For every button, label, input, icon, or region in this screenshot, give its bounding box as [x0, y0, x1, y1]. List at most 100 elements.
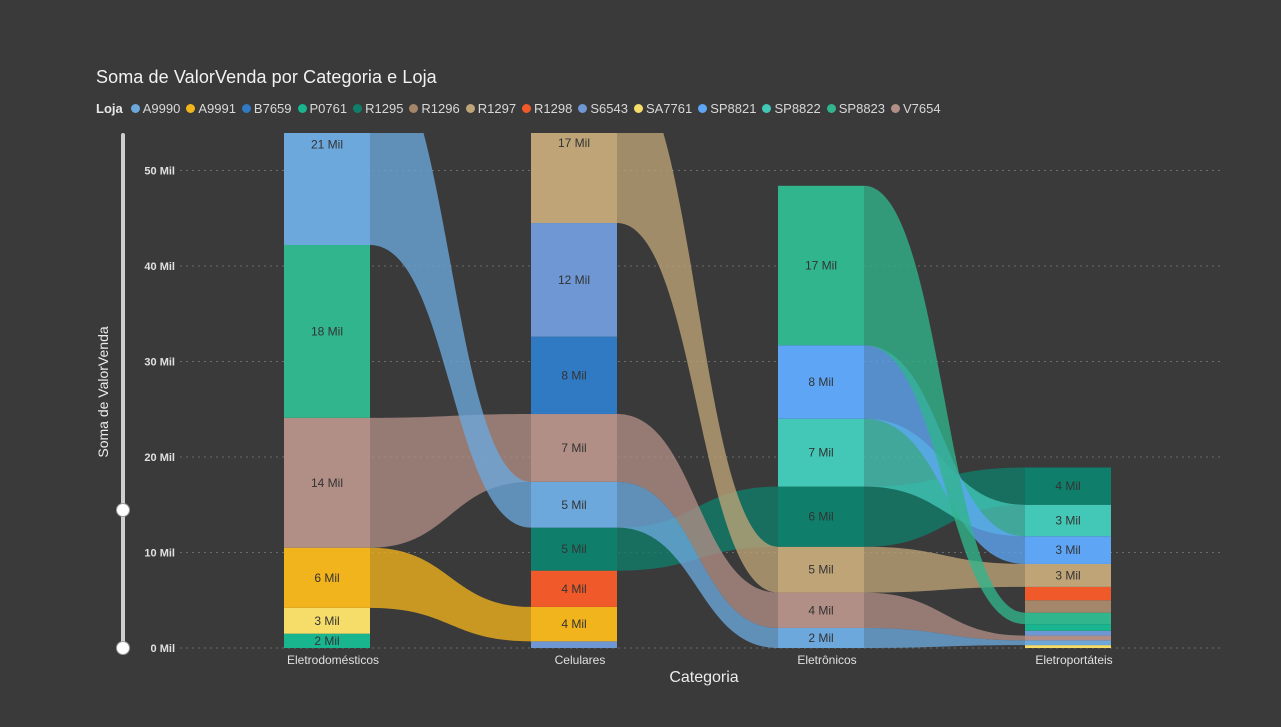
bar-segment-a9991	[531, 606, 617, 642]
legend-label: B7659	[253, 101, 292, 116]
legend-item-a9990[interactable]: A9990	[130, 101, 180, 116]
legend-dot	[130, 104, 140, 113]
legend-dot	[762, 104, 772, 113]
bar-segment-r1295	[531, 527, 617, 571]
legend-item-r1298[interactable]: R1298	[522, 101, 572, 116]
plot-area: 2 Mil 3 Mil 6 Mil 14 Mil 18 Mil 21 Mil 4 Mil 4 …	[284, 133, 1111, 648]
legend-dot	[186, 104, 196, 113]
bar-segment-r1297	[531, 133, 617, 224]
bar-segment-r1298	[531, 570, 617, 607]
legend-dot	[353, 104, 363, 113]
legend-item-r1295[interactable]: R1295	[353, 101, 403, 116]
y-tick-label: 10 Mil	[144, 548, 175, 560]
bar-segment-r1295	[1025, 467, 1111, 505]
data-label: 3 Mil	[314, 614, 339, 628]
legend-item-b7659[interactable]: B7659	[241, 101, 292, 116]
legend-items: A9990 A9991 B7659 P0761 R1295 R1296 R1297 R1298…	[130, 101, 947, 116]
bar-segment-sp8821	[1025, 536, 1111, 564]
y-zoom-slider[interactable]	[121, 133, 125, 649]
bar-segment-s6543	[531, 641, 617, 648]
data-label: 17 Mil	[805, 259, 837, 273]
bar-segment-sp8821	[778, 345, 864, 419]
legend-dot	[465, 104, 475, 113]
bar-segment-sp8823	[1025, 612, 1111, 625]
legend-label: SP8821	[710, 101, 757, 116]
ribbon-sp8823	[864, 185, 1025, 625]
legend-dot	[409, 104, 419, 113]
x-tick-label: Celulares	[555, 653, 606, 667]
ribbon-r1297	[617, 133, 778, 593]
data-label: 5 Mil	[561, 498, 586, 512]
legend-item-r1297[interactable]: R1297	[465, 101, 517, 116]
legend-label: A9991	[198, 101, 236, 116]
data-label: 3 Mil	[1055, 514, 1080, 528]
legend-item-sp8821[interactable]: SP8821	[698, 101, 756, 116]
y-zoom-slider-handle-top[interactable]	[116, 503, 130, 517]
x-tick-label: Eletrônicos	[797, 653, 856, 667]
y-axis-label: Soma de ValorVenda	[95, 326, 111, 457]
bar-segment-p0761	[284, 633, 370, 648]
data-label: 7 Mil	[808, 446, 833, 460]
y-zoom-slider-handle-bottom[interactable]	[116, 641, 130, 655]
legend-item-p0761[interactable]: P0761	[297, 101, 348, 116]
legend-title: Loja	[96, 101, 123, 116]
data-label: 21 Mil	[311, 138, 343, 152]
data-label: 3 Mil	[1055, 543, 1080, 557]
legend-label: SP8822	[774, 101, 821, 116]
data-label: 2 Mil	[808, 631, 833, 645]
bar-segment-b7659	[531, 336, 617, 415]
data-label: 5 Mil	[561, 542, 586, 556]
legend-label: SP8823	[838, 101, 886, 116]
bar-segment-sa7761	[284, 607, 370, 634]
ribbon-v7654	[864, 592, 1025, 641]
legend-label: R1297	[477, 101, 517, 116]
data-label: 4 Mil	[808, 603, 833, 617]
legend-dot	[522, 104, 532, 113]
legend-item-a9991[interactable]: A9991	[186, 101, 236, 116]
ribbons	[370, 133, 1025, 648]
chart-title: Soma de ValorVenda por Categoria e Loja	[96, 67, 437, 87]
legend-item-v7654[interactable]: V7654	[891, 101, 941, 116]
legend-item-sa7761[interactable]: SA7761	[633, 101, 692, 116]
data-label: 17 Mil	[558, 136, 590, 150]
bar-segment-r1297	[1025, 563, 1111, 587]
legend-dot	[891, 104, 901, 113]
bar-segment-a9990	[778, 627, 864, 648]
data-label: 4 Mil	[561, 617, 586, 631]
bar-segment-v7654	[778, 592, 864, 628]
data-label: 6 Mil	[314, 571, 339, 585]
legend-label: V7654	[903, 101, 941, 116]
legend-label: R1296	[421, 101, 460, 116]
y-axis: 0 Mil 10 Mil 20 Mil 30 Mil 40 Mil 50 Mil	[144, 166, 175, 656]
data-label: 4 Mil	[1055, 479, 1080, 493]
y-tick-label: 0 Mil	[151, 643, 175, 655]
bar-segment-r1297	[778, 546, 864, 593]
data-label: 8 Mil	[808, 375, 833, 389]
legend-item-s6543[interactable]: S6543	[578, 101, 628, 116]
legend-item-r1296[interactable]: R1296	[409, 101, 460, 116]
bar-segment-sa7761	[1025, 645, 1111, 648]
ribbon-a9990	[370, 133, 531, 528]
ribbon-a9991	[370, 547, 531, 642]
bar-segment-a9991	[284, 547, 370, 608]
data-label: 12 Mil	[558, 273, 590, 287]
data-label: 8 Mil	[561, 368, 586, 382]
data-label: 2 Mil	[314, 634, 339, 648]
bar-segment-a9990	[1025, 640, 1111, 646]
data-label: 14 Mil	[311, 476, 343, 490]
legend-dot	[826, 104, 836, 113]
legend-label: R1295	[365, 101, 404, 116]
ribbon-a9990	[617, 481, 778, 648]
y-tick-label: 30 Mil	[144, 357, 175, 369]
bar-segment-sp8823	[778, 185, 864, 346]
legend-label: R1298	[534, 101, 573, 116]
data-label: 5 Mil	[808, 563, 833, 577]
legend-dot	[241, 104, 251, 113]
bar-segment-s6543	[1025, 630, 1111, 636]
legend-label: P0761	[309, 101, 348, 116]
legend-item-sp8823[interactable]: SP8823	[826, 101, 886, 116]
legend-item-sp8822[interactable]: SP8822	[762, 101, 821, 116]
x-tick-label: Eletrodomésticos	[287, 653, 379, 667]
bar-segment-v7654	[1025, 635, 1111, 641]
